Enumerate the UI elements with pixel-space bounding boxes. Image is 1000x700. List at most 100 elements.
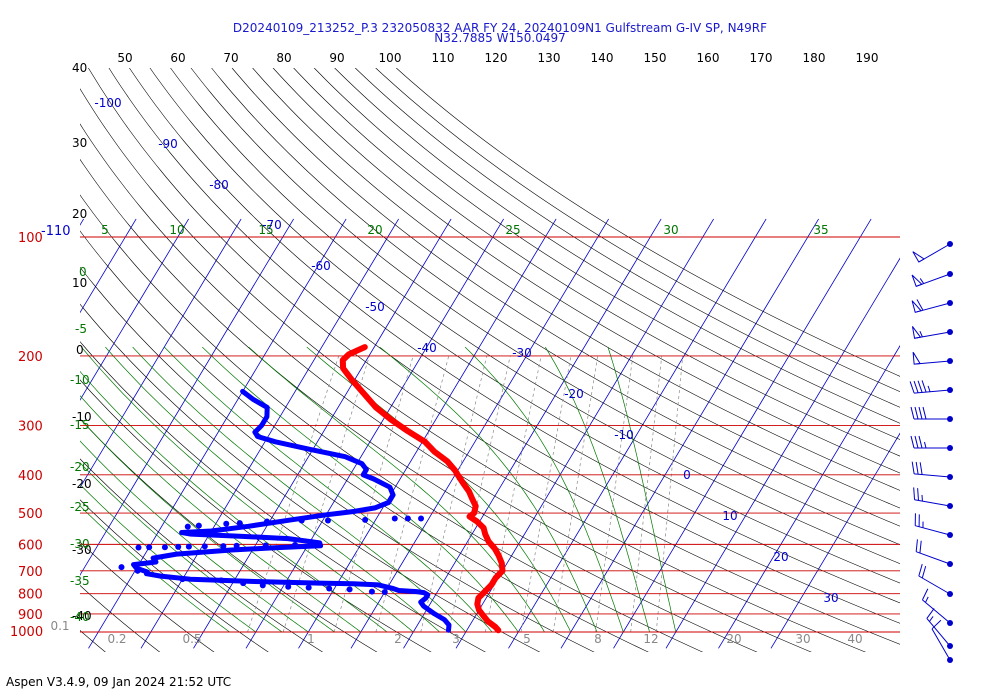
moist-adiabat-line — [80, 370, 388, 633]
left-moist-label: -40 — [70, 610, 90, 624]
dry-adiabat-line — [231, 68, 900, 509]
dewpoint-point — [161, 544, 168, 551]
wind-barb-pennant — [911, 300, 922, 313]
moist-adiabat-label: 25 — [505, 223, 520, 237]
footer-text: Aspen V3.4.9, 09 Jan 2024 21:52 UTC — [6, 675, 232, 689]
moist-adiabat-line — [80, 440, 309, 633]
dry-adiabat-line — [170, 68, 900, 564]
mixing-ratio-label: 0.2 — [107, 632, 126, 646]
dry-adiabat-line — [80, 458, 324, 652]
wind-barb-flag — [915, 461, 919, 475]
isotherm-label: 30 — [823, 591, 838, 605]
wind-barb-dot — [947, 474, 953, 480]
wind-barb-staff — [916, 551, 951, 565]
moist-adiabat-line — [379, 346, 598, 633]
wind-barb-staff — [926, 618, 951, 647]
moist-adiabat-line — [248, 346, 545, 633]
temperature-trace — [339, 344, 506, 634]
dewpoint-point — [263, 518, 270, 525]
dewpoint-point — [259, 582, 266, 589]
wind-barb-dot — [947, 241, 953, 247]
wind-barb-dot — [947, 657, 953, 663]
wind-barb-staff — [914, 473, 951, 478]
wind-barb-flag — [921, 565, 927, 579]
mixing-ratio-label: 20 — [726, 632, 741, 646]
wind-barb — [909, 380, 953, 394]
wind-barb-flag — [913, 380, 919, 393]
mixing-ratio-line — [520, 355, 572, 633]
wind-barb-flag — [921, 588, 929, 601]
wind-barb-staff — [922, 599, 951, 624]
mixing-ratio-line — [282, 355, 370, 633]
wind-barb-dot — [947, 416, 953, 422]
dewpoint-point — [218, 577, 225, 584]
dewpoint-point — [404, 515, 411, 522]
dry-adiabat-line — [395, 68, 900, 377]
top-axis-label: 120 — [485, 51, 508, 65]
dry-adiabat-line — [375, 68, 900, 393]
wind-barb-dot — [947, 643, 953, 649]
dry-adiabat-line — [80, 303, 541, 652]
isotherm-line — [350, 218, 609, 649]
top-axis-label: 50 — [117, 51, 132, 65]
dewpoint-point — [285, 583, 292, 590]
dry-adiabat-line — [190, 68, 900, 546]
moist-adiabat-line — [80, 418, 335, 633]
wind-barb-pennant — [912, 351, 921, 365]
top-axis-label: 160 — [697, 51, 720, 65]
wind-barb-staff — [918, 575, 951, 595]
moist-adiabat-line — [80, 483, 257, 633]
moist-adiabat-line — [80, 462, 283, 633]
moist-adiabat-line — [105, 346, 440, 633]
left-moist-label: -30 — [70, 537, 90, 551]
mixing-ratio-line — [484, 355, 542, 633]
dry-adiabat-line — [252, 68, 900, 491]
isotherm-label: -30 — [512, 346, 532, 360]
wind-barb-dot — [947, 620, 953, 626]
isotherm-label: 10 — [722, 509, 737, 523]
wind-barb — [926, 608, 953, 649]
pressure-tick-label: 300 — [18, 419, 43, 434]
dewpoint-point — [195, 522, 202, 529]
wind-barb-flag — [931, 619, 942, 630]
dry-adiabat-line — [293, 68, 900, 457]
height-label: -30 — [72, 543, 92, 557]
dewpoint-point — [135, 544, 142, 551]
isotherm-line — [193, 218, 452, 649]
moist-adiabat-line — [80, 395, 362, 633]
sounding-traces — [118, 344, 506, 634]
wind-barb-flag — [921, 380, 927, 393]
isotherm-label: -100 — [94, 96, 121, 110]
top-axis-label: 140 — [591, 51, 614, 65]
wind-barb-flag — [916, 299, 924, 311]
pressure-tick-label: 400 — [18, 469, 43, 484]
mixing-ratio-label: 0.5 — [182, 632, 201, 646]
dry-adiabat-line — [80, 88, 867, 652]
mixing-ratio-label: 0.1 — [50, 619, 69, 633]
wind-barb-half-flag — [924, 441, 927, 449]
isotherm-line — [80, 218, 189, 401]
pressure-tick-label: 800 — [18, 588, 43, 603]
mixing-ratio-line — [247, 355, 340, 633]
isotherm-label: -70 — [262, 218, 282, 232]
height-label: 10 — [72, 276, 87, 290]
top-axis-label: 150 — [644, 51, 667, 65]
left-moist-label: -20 — [70, 460, 90, 474]
pressure-tick-label: 500 — [18, 507, 43, 522]
left-moist-label: 0 — [79, 265, 87, 279]
isotherm-line — [80, 218, 242, 489]
wind-barb — [911, 271, 953, 287]
isotherm-label: -10 — [614, 428, 634, 442]
height-label: 40 — [72, 61, 87, 75]
isotherm-label: -20 — [564, 387, 584, 401]
top-axis-label: 80 — [276, 51, 291, 65]
height-label: -20 — [72, 477, 92, 491]
dewpoint-point — [324, 517, 331, 524]
wind-barb-dot — [947, 503, 953, 509]
moist-adiabat-label: 20 — [367, 223, 382, 237]
wind-barb-flag — [909, 381, 915, 394]
wind-barb-pennant — [911, 326, 922, 339]
isotherm-line — [560, 218, 819, 649]
top-axis-label: 130 — [538, 51, 561, 65]
